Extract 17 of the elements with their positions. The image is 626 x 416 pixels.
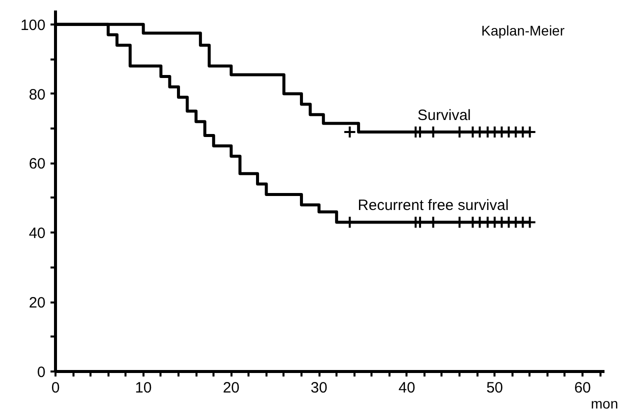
y-tick-label: 40 [28, 225, 46, 242]
x-axis-title: mon [590, 396, 618, 412]
y-tick-label: 80 [28, 86, 46, 104]
y-tick-label: 20 [28, 294, 46, 312]
x-tick-label: 20 [222, 380, 240, 396]
series-label: Recurrent free survival [358, 197, 509, 214]
y-tick-label: 100 [20, 16, 46, 34]
x-tick-label: 0 [51, 380, 60, 396]
series-label: Survival [418, 106, 471, 124]
x-tick-label: 30 [310, 380, 328, 396]
x-tick-label: 40 [398, 380, 416, 396]
y-tick-label: 60 [28, 156, 46, 173]
y-tick-label: 0 [37, 364, 46, 381]
annotation: Kaplan-Meier [481, 22, 565, 38]
x-tick-label: 60 [574, 380, 591, 396]
x-tick-label: 10 [135, 380, 152, 396]
x-tick-label: 50 [486, 380, 504, 396]
